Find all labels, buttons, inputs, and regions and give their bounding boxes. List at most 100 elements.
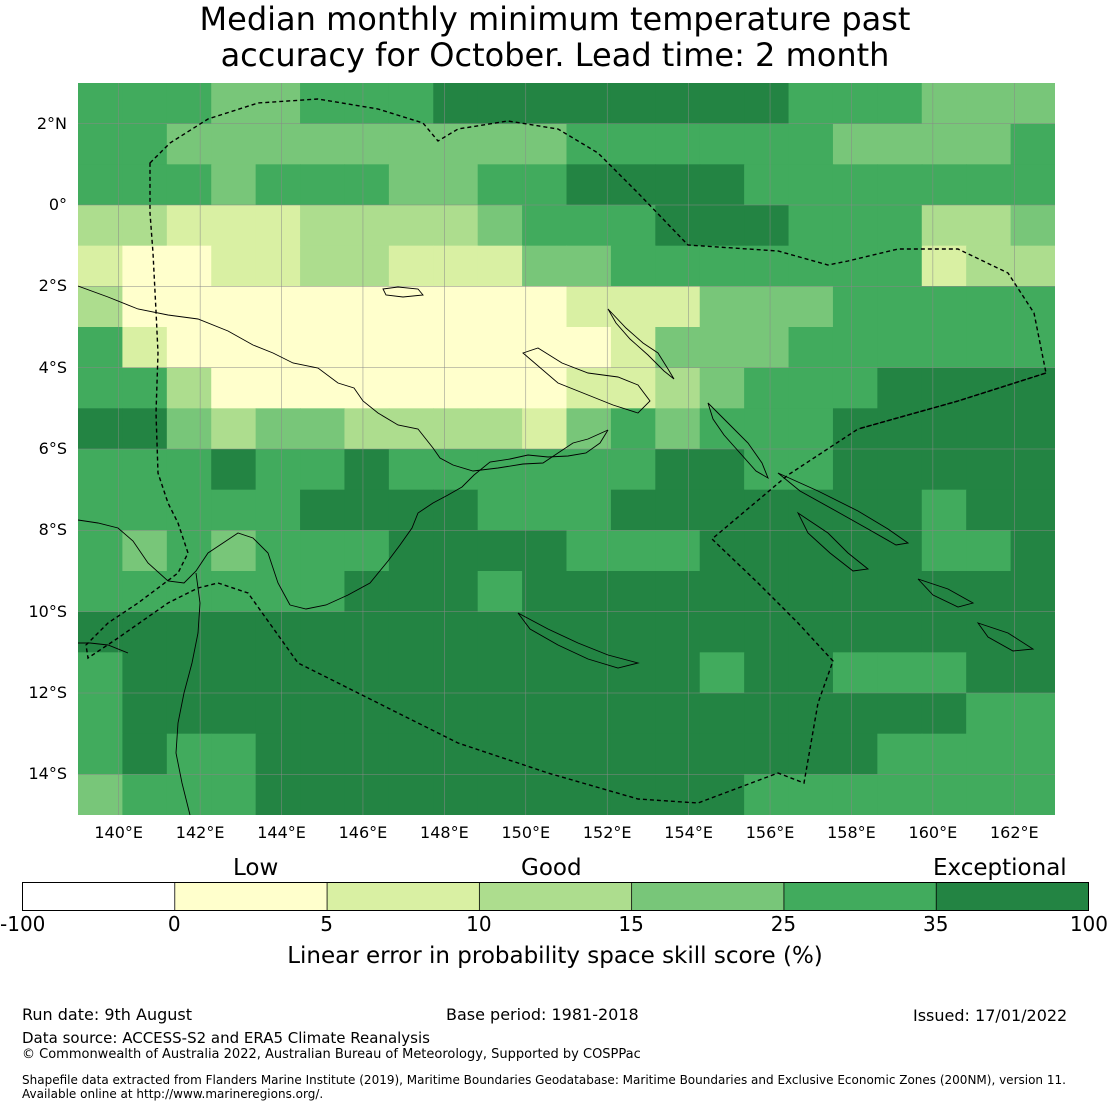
grid-cell	[211, 530, 257, 572]
colorbar-tick-label: -100	[0, 912, 46, 936]
grid-cell	[921, 164, 967, 206]
grid-cell	[300, 489, 346, 531]
png-south-coast	[78, 519, 291, 606]
latitude-label: 10°S	[28, 601, 67, 621]
skill-score-grid-cells	[78, 83, 1055, 815]
colorbar-title: Linear error in probability space skill …	[287, 943, 823, 969]
longitude-label: 154°E	[664, 823, 713, 842]
grid-cell	[655, 774, 701, 815]
grid-cell	[699, 408, 745, 450]
grid-cell	[921, 449, 967, 491]
colorbar-bin	[479, 882, 633, 911]
grid-cell	[832, 611, 878, 653]
grid-cell	[300, 652, 346, 694]
grid-cell	[344, 286, 390, 328]
grid-cell	[78, 733, 124, 775]
grid-cell	[877, 408, 923, 450]
colorbar-frame	[22, 882, 1089, 911]
grid-cell	[78, 530, 124, 572]
grid-cell	[655, 489, 701, 531]
grid-cell	[477, 367, 523, 409]
grid-cell	[122, 327, 168, 369]
grid-cell	[966, 733, 1012, 775]
grid-cell	[166, 733, 212, 775]
grid-cell	[388, 611, 434, 653]
grid-cell	[211, 327, 257, 369]
colorbar-tick-label: 0	[167, 912, 181, 936]
grid-cell	[477, 611, 523, 653]
grid-cell	[877, 245, 923, 287]
grid-cell	[255, 164, 301, 206]
grid-cell	[699, 733, 745, 775]
grid-cell	[566, 205, 612, 247]
grid-cell	[966, 489, 1012, 531]
grid-cell	[255, 489, 301, 531]
grid-cell	[255, 693, 301, 735]
grid-cell	[655, 245, 701, 287]
grid-cell	[300, 733, 346, 775]
grid-cell	[255, 652, 301, 694]
grid-cell	[211, 449, 257, 491]
grid-cell	[522, 530, 568, 572]
grid-cell	[566, 164, 612, 206]
grid-cell	[744, 286, 790, 328]
grid-cell	[610, 733, 656, 775]
grid-cell	[566, 449, 612, 491]
grid-cell	[877, 489, 923, 531]
grid-cell	[877, 449, 923, 491]
grid-cell	[832, 286, 878, 328]
grid-cell	[699, 367, 745, 409]
grid-cell	[966, 367, 1012, 409]
grid-cell	[255, 408, 301, 450]
grid-cell	[744, 530, 790, 572]
grid-cell	[300, 449, 346, 491]
grid-cell	[344, 611, 390, 653]
grid-cell	[388, 164, 434, 206]
grid-cell	[211, 774, 257, 815]
grid-cell	[699, 611, 745, 653]
grid-cell	[966, 286, 1012, 328]
longitude-label: 146°E	[338, 823, 388, 842]
grid-cell	[166, 449, 212, 491]
shapefile-credit-line-1: Shapefile data extracted from Flanders M…	[22, 1073, 1066, 1087]
grid-cell	[433, 286, 479, 328]
png-eez-boundary	[85, 98, 1047, 804]
longitude-label: 150°E	[501, 823, 551, 842]
grid-cell	[699, 164, 745, 206]
grid-cell	[1010, 123, 1055, 165]
grid-cell	[477, 571, 523, 613]
grid-cell	[699, 652, 745, 694]
grid-cell	[122, 205, 168, 247]
grid-cell	[1010, 205, 1055, 247]
longitude-label: 152°E	[582, 823, 632, 842]
grid-cell	[566, 408, 612, 450]
grid-cell	[610, 489, 656, 531]
grid-cell	[388, 774, 434, 815]
grid-cell	[166, 530, 212, 572]
grid-cell	[522, 164, 568, 206]
grid-cell	[211, 83, 257, 125]
grid-cell	[1010, 733, 1055, 775]
grid-cell	[1010, 652, 1055, 694]
grid-cell	[921, 245, 967, 287]
grid-cell	[966, 652, 1012, 694]
grid-cell	[344, 530, 390, 572]
grid-cell	[566, 611, 612, 653]
grid-cell	[655, 449, 701, 491]
grid-cell	[788, 367, 834, 409]
grid-cell	[788, 164, 834, 206]
grid-cell	[877, 530, 923, 572]
colorbar-tick-label: 100	[1069, 912, 1108, 936]
grid-cell	[610, 449, 656, 491]
grid-cell	[877, 205, 923, 247]
colorbar-bin	[631, 882, 785, 911]
grid-cell	[877, 123, 923, 165]
grid-cell	[832, 205, 878, 247]
grid-cell	[300, 693, 346, 735]
solomons-eez-boundary	[857, 372, 1047, 430]
grid-cell	[744, 83, 790, 125]
grid-cell	[1010, 693, 1055, 735]
grid-cell	[921, 489, 967, 531]
colorbar-tick-label: 25	[770, 912, 797, 936]
grid-cell	[166, 245, 212, 287]
